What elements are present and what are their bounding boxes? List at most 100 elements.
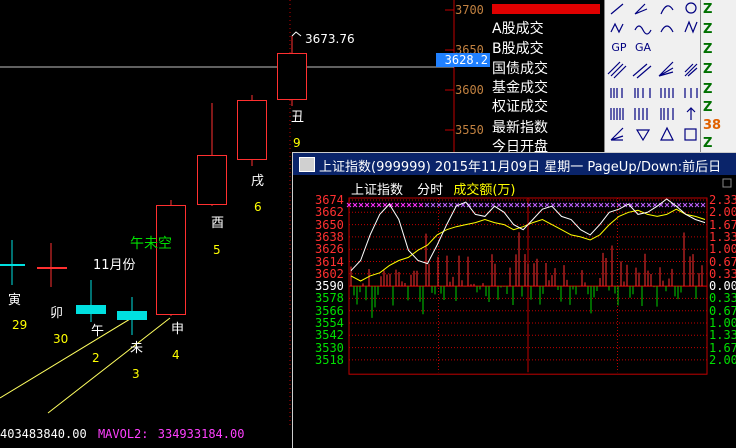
trendline-lower-2	[47, 317, 171, 414]
marker	[628, 202, 634, 208]
day-number: 30	[53, 332, 69, 346]
popup-titlebar[interactable]: 上证指数(999999) 2015年11月09日 星期一 PageUp/Down…	[293, 153, 736, 175]
ga-tool-icon[interactable]: GA	[634, 40, 652, 54]
left-axis-label: 3578	[315, 291, 344, 306]
right-axis-label: 0.67%	[709, 254, 736, 269]
left-axis-label: 3602	[315, 266, 344, 281]
volume-statusbar: 403483840.00 MAVOL2: 334933184.00	[0, 427, 292, 447]
gann-tool-icon[interactable]	[684, 88, 698, 98]
mavol2-label: MAVOL2:	[97, 427, 149, 441]
marker	[472, 202, 478, 208]
day-label: 卯	[50, 306, 64, 321]
day-number: 4	[172, 348, 180, 362]
intraday-popup-window[interactable]: 上证指数(999999) 2015年11月09日 星期一 PageUp/Down…	[292, 152, 736, 448]
speed-tool-icon[interactable]	[658, 61, 674, 77]
right-axis-label: 0.00%	[709, 279, 736, 294]
marker	[574, 202, 580, 208]
parallel-tool-icon[interactable]	[607, 61, 627, 79]
info-row: 国债成交	[492, 61, 548, 77]
fib-tool-icon[interactable]	[634, 88, 651, 98]
time-tool-icon[interactable]	[660, 88, 674, 98]
bars-tool-icon[interactable]	[610, 108, 624, 120]
marker	[430, 202, 436, 208]
marker	[394, 202, 400, 208]
strip-label: Z	[703, 100, 713, 115]
square-tool-icon[interactable]	[684, 128, 697, 141]
marker	[694, 202, 700, 208]
info-row: A股成交	[492, 21, 544, 37]
arc-tool-icon[interactable]	[660, 5, 674, 15]
right-side-strip: Z Z Z Z Z Z 38 Z	[700, 0, 736, 160]
triangle-tool-icon[interactable]	[660, 126, 674, 141]
left-axis-label: 3554	[315, 316, 344, 330]
zigzag-tool-icon[interactable]	[610, 22, 624, 34]
cycle-tool-icon[interactable]	[610, 88, 623, 98]
bars2-tool-icon[interactable]	[634, 108, 648, 120]
marker	[400, 202, 406, 208]
bars3-tool-icon[interactable]	[660, 108, 674, 120]
marker	[598, 202, 604, 208]
day-label: 午	[91, 324, 105, 339]
arrow-down-icon[interactable]	[635, 129, 651, 142]
mavol2-value: 334933184.00	[157, 427, 245, 441]
day-label: 酉	[211, 216, 225, 231]
marker	[646, 202, 652, 208]
candle-mao	[37, 243, 67, 287]
zigzag2-tool-icon[interactable]	[684, 20, 698, 34]
intraday-chart[interactable]	[293, 153, 736, 448]
marker	[658, 202, 664, 208]
marker	[484, 202, 490, 208]
marker	[604, 202, 610, 208]
day-label: 申	[171, 322, 185, 337]
high-annotation: 3673.76	[305, 32, 355, 46]
right-axis-label: 0.33%	[709, 266, 736, 281]
marker	[418, 202, 424, 208]
marker	[610, 202, 616, 208]
left-axis-label: 3566	[315, 303, 344, 318]
arc2-tool-icon[interactable]	[660, 25, 674, 33]
marker	[520, 202, 526, 208]
day-number: 29	[12, 318, 28, 332]
candle-xu	[237, 95, 267, 166]
gp-tool-icon[interactable]: GP	[611, 40, 627, 54]
day-label: 寅	[8, 293, 22, 308]
left-axis-label: 3662	[315, 205, 344, 220]
marker	[634, 202, 640, 208]
market-info-panel: A股成交 B股成交 国债成交 基金成交 权证成交 最新指数 今日开盘	[490, 0, 604, 160]
marker	[496, 202, 502, 208]
left-axis-label: 3638	[315, 229, 344, 244]
marker	[562, 202, 568, 208]
marker	[526, 202, 532, 208]
price-axis-label: 3550	[455, 123, 484, 137]
marker	[370, 202, 376, 208]
channel-tool-icon[interactable]	[632, 63, 652, 79]
marker	[382, 202, 388, 208]
marker	[586, 202, 592, 208]
left-axis-label: 3530	[315, 340, 344, 355]
line-tool-icon[interactable]	[610, 3, 624, 15]
arrow-up-tool-icon[interactable]	[686, 107, 696, 120]
marker	[352, 202, 358, 208]
angle-tool-icon[interactable]	[610, 127, 624, 141]
fan-tool-icon[interactable]	[634, 3, 648, 15]
strip-label: 38	[703, 118, 722, 133]
marker	[514, 202, 520, 208]
marker	[412, 202, 418, 208]
grid-tool-icon[interactable]	[684, 63, 698, 77]
left-axis-label: 3650	[315, 217, 344, 232]
marker	[364, 202, 370, 208]
info-row: 最新指数	[492, 120, 548, 136]
marker	[508, 202, 514, 208]
gap-annotation: 午未空	[130, 236, 172, 252]
circle-tool-icon[interactable]	[685, 2, 697, 14]
index-name: 上证指数	[351, 183, 404, 198]
candle-you	[197, 103, 227, 206]
wave-tool-icon[interactable]	[634, 25, 652, 35]
marker	[532, 202, 538, 208]
popup-corner-box	[722, 178, 732, 188]
day-number: 3	[132, 367, 140, 381]
price-axis-ticks	[445, 9, 454, 131]
popup-title: 上证指数(999999) 2015年11月09日 星期一 PageUp/Down…	[319, 160, 722, 175]
marker	[580, 202, 586, 208]
